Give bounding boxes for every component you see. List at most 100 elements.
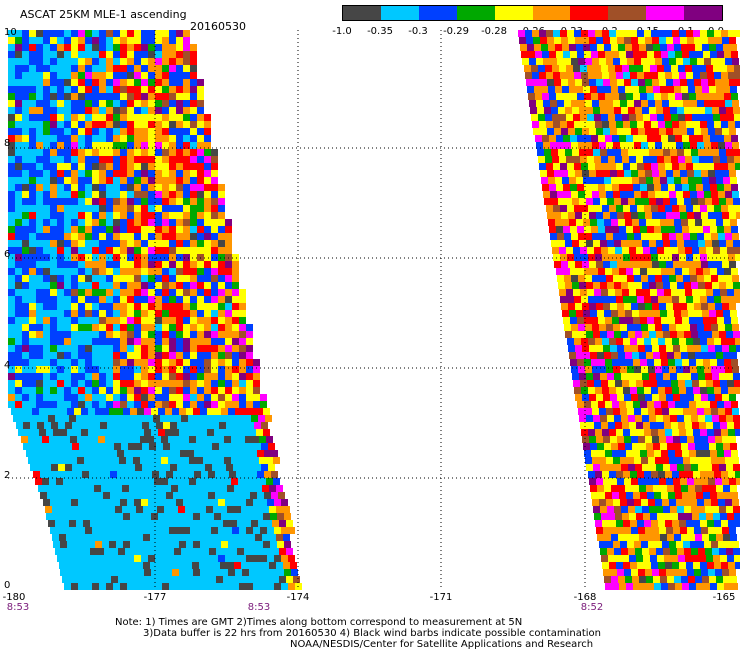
swath-pixel (71, 114, 78, 121)
swath-pixel (536, 142, 543, 149)
swath-pixel (655, 366, 662, 373)
swath-pixel (722, 527, 729, 534)
swath-pixel (18, 429, 25, 436)
swath-pixel (600, 107, 607, 114)
swath-pixel (665, 429, 672, 436)
swath-pixel (136, 485, 143, 492)
swath-pixel (71, 261, 78, 268)
swath-pixel (179, 408, 186, 415)
swath-pixel (259, 457, 266, 464)
swath-pixel (147, 436, 154, 443)
swath-pixel (29, 261, 36, 268)
swath-pixel (162, 142, 169, 149)
swath-pixel (36, 282, 43, 289)
swath-pixel (727, 380, 734, 387)
swath-pixel (593, 464, 600, 471)
swath-pixel (190, 555, 197, 562)
swath-pixel (693, 163, 700, 170)
swath-pixel (643, 65, 650, 72)
swath-pixel (595, 72, 602, 79)
swath-pixel (246, 352, 253, 359)
swath-pixel (92, 58, 99, 65)
swath-pixel (213, 485, 220, 492)
swath-pixel (586, 149, 593, 156)
swath-pixel (724, 135, 731, 142)
swath-pixel (689, 93, 696, 100)
swath-pixel (732, 58, 739, 65)
swath-pixel (641, 142, 648, 149)
swath-pixel (644, 429, 651, 436)
swath-pixel (85, 275, 92, 282)
swath-pixel (115, 506, 122, 513)
swath-pixel (677, 240, 684, 247)
swath-pixel (148, 65, 155, 72)
swath-pixel (667, 86, 674, 93)
swath-pixel (78, 380, 85, 387)
swath-pixel (268, 464, 275, 471)
swath-pixel (102, 408, 109, 415)
swath-pixel (688, 219, 695, 226)
swath-pixel (141, 352, 148, 359)
swath-pixel (36, 142, 43, 149)
swath-pixel (50, 191, 57, 198)
swath-pixel (644, 387, 651, 394)
swath-pixel (608, 114, 615, 121)
swath-pixel (204, 394, 211, 401)
swath-pixel (586, 415, 593, 422)
swath-pixel (536, 58, 543, 65)
swath-pixel (85, 219, 92, 226)
swath-pixel (57, 401, 64, 408)
swath-pixel (670, 240, 677, 247)
swath-pixel (651, 387, 658, 394)
swath-pixel (148, 247, 155, 254)
swath-pixel (113, 226, 120, 233)
swath-pixel (92, 219, 99, 226)
swath-pixel (134, 198, 141, 205)
swath-pixel (641, 100, 648, 107)
swath-pixel (715, 261, 722, 268)
swath-pixel (697, 100, 704, 107)
swath-pixel (186, 408, 193, 415)
swath-pixel (127, 142, 134, 149)
swath-pixel (15, 93, 22, 100)
swath-pixel (148, 177, 155, 184)
swath-pixel (211, 219, 218, 226)
swath-pixel (610, 478, 617, 485)
swath-pixel (112, 457, 119, 464)
swath-pixel (288, 555, 295, 562)
swath-pixel (106, 163, 113, 170)
swath-pixel (694, 394, 701, 401)
swath-pixel (71, 163, 78, 170)
swath-pixel (85, 37, 92, 44)
swath-pixel (138, 450, 145, 457)
swath-pixel (257, 450, 264, 457)
swath-pixel (59, 562, 66, 569)
swath-pixel (673, 37, 680, 44)
swath-pixel (169, 93, 176, 100)
swath-pixel (678, 65, 685, 72)
swath-pixel (85, 359, 92, 366)
swath-pixel (603, 436, 610, 443)
swath-pixel (120, 79, 127, 86)
swath-pixel (203, 436, 210, 443)
swath-pixel (645, 37, 652, 44)
swath-pixel (120, 163, 127, 170)
swath-pixel (15, 142, 22, 149)
swath-pixel (207, 408, 214, 415)
swath-pixel (176, 254, 183, 261)
swath-pixel (624, 394, 631, 401)
swath-pixel (170, 443, 177, 450)
swath-pixel (127, 331, 134, 338)
swath-pixel (36, 268, 43, 275)
swath-pixel (134, 86, 141, 93)
swath-pixel (662, 499, 669, 506)
swath-pixel (635, 149, 642, 156)
swath-pixel (71, 37, 78, 44)
swath-pixel (717, 583, 724, 590)
swath-pixel (721, 296, 728, 303)
swath-pixel (623, 163, 630, 170)
swath-pixel (85, 226, 92, 233)
swath-pixel (672, 562, 679, 569)
swath-pixel (722, 170, 729, 177)
swath-pixel (632, 485, 639, 492)
